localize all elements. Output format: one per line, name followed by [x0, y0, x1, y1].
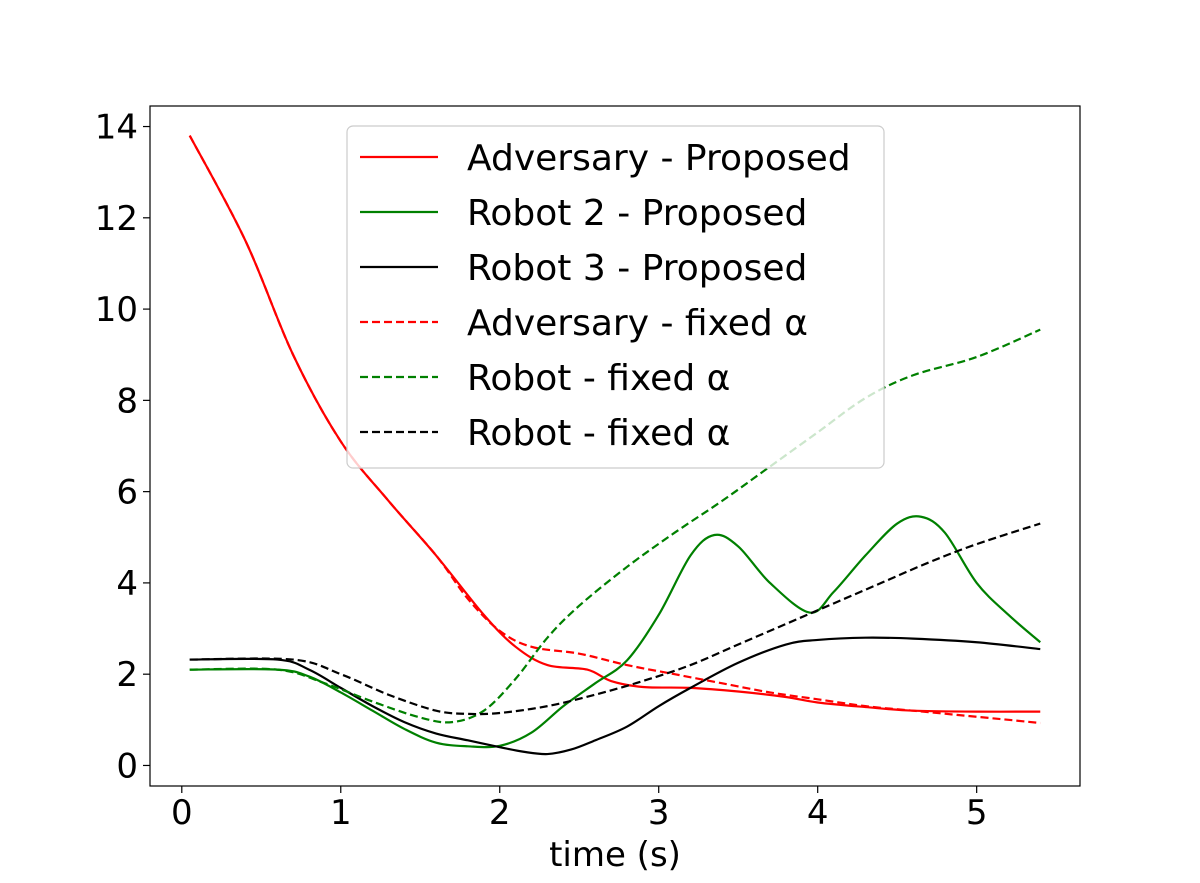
- x-tick-label: 0: [171, 793, 193, 833]
- x-tick-label: 1: [330, 793, 352, 833]
- legend-label-6: Robot - fixed α: [467, 413, 730, 454]
- x-tick-label: 3: [648, 793, 670, 833]
- y-tick-label: 10: [95, 290, 138, 330]
- plot-frame: [149, 105, 1081, 787]
- y-tick-label: 2: [116, 655, 138, 695]
- legend-label-5: Robot - fixed α: [467, 358, 730, 399]
- y-tick-label: 12: [95, 199, 138, 239]
- x-tick-label: 4: [807, 793, 829, 833]
- legend-label-2: Robot 2 - Proposed: [467, 193, 807, 234]
- series-line-5: [189, 328, 1041, 724]
- x-tick-label: 2: [489, 793, 511, 833]
- legend-label-3: Robot 3 - Proposed: [467, 248, 807, 289]
- y-tick-label: 6: [116, 473, 138, 513]
- legend-frame: [346, 125, 885, 469]
- series-line-6: [189, 522, 1041, 716]
- y-tick-label: 8: [116, 381, 138, 421]
- series-line-2: [189, 515, 1041, 749]
- series-line-4: [188, 135, 1041, 725]
- legend: Adversary - Proposed Robot 2 - Proposed Ro…: [346, 125, 885, 469]
- x-tick-label: 5: [966, 793, 988, 833]
- x-axis-label: time (s): [549, 835, 681, 875]
- legend-label-1: Adversary - Proposed: [467, 138, 851, 179]
- plot-lines: [188, 135, 1041, 756]
- y-tick-label: 0: [116, 746, 138, 786]
- series-line-3: [189, 636, 1041, 756]
- legend-label-4: Adversary - fixed α: [467, 303, 808, 344]
- y-tick-label: 4: [116, 564, 138, 604]
- y-tick-label: 14: [95, 108, 138, 148]
